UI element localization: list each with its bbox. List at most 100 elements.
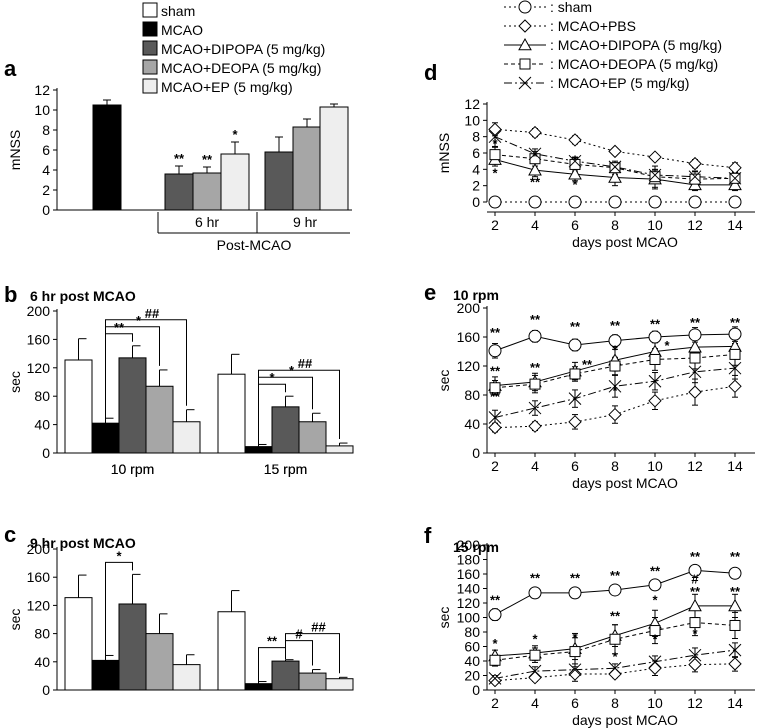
significance-label: * [652, 632, 658, 647]
marker-circle [568, 338, 582, 352]
y-tick-label: 0 [42, 445, 50, 461]
legend-label: : MCAO+DIPOPA (5 mg/kg) [550, 37, 722, 53]
y-axis-title: sec [436, 370, 452, 392]
x-tick-label: 4 [531, 458, 539, 474]
significance-label: ## [311, 620, 326, 635]
marker-cross [488, 130, 502, 144]
panel-c: c 9 hr post MCAO 0 40 80 120 160 200 sec 10 rpm 15… [4, 461, 354, 698]
significance-label: ** [490, 363, 501, 378]
x-tick-label: 2 [491, 217, 499, 233]
marker-diamond [568, 415, 582, 429]
marker-cross [568, 663, 582, 677]
marker-diamond [608, 407, 622, 422]
marker-square [609, 633, 621, 645]
marker-square [609, 360, 621, 372]
legend-label: sham [161, 3, 195, 19]
marker-cross [528, 664, 542, 678]
x-tick-label: 12 [687, 458, 703, 474]
marker-square [689, 352, 701, 364]
marker-diamond [488, 673, 502, 688]
marker-cross [528, 147, 542, 161]
x-axis-title: days post MCAO [572, 712, 678, 728]
marker-circle [608, 195, 622, 209]
bar [172, 421, 201, 454]
legend-swatch [142, 40, 158, 56]
significance-label: ** [690, 549, 701, 564]
marker-circle [568, 195, 582, 209]
marker-triangle [518, 37, 532, 51]
y-axis-title: sec [7, 609, 23, 631]
marker-circle [728, 566, 742, 580]
significance-bracket [105, 319, 187, 422]
marker-triangle [688, 598, 702, 612]
y-tick-label: 10 [34, 102, 50, 118]
marker-triangle [528, 163, 542, 176]
significance-label: ** [530, 360, 541, 375]
marker-circle [518, 0, 532, 14]
y-tick-label: 2 [472, 178, 480, 194]
significance-label: * [612, 383, 618, 398]
category-label: 10 rpm [111, 461, 155, 477]
marker-diamond [728, 379, 742, 394]
marker-cross [688, 170, 702, 184]
x-tick-label: 4 [531, 695, 539, 711]
y-tick-label: 40 [34, 417, 50, 433]
legend-swatch [142, 59, 158, 75]
marker-triangle [568, 167, 582, 180]
marker-circle [488, 344, 502, 358]
significance-label: ** [570, 571, 581, 586]
y-tick-label: 120 [457, 358, 481, 374]
marker-diamond [648, 661, 662, 675]
bar [244, 683, 273, 691]
significance-label: ## [298, 356, 313, 371]
legend-bars: sham MCAO MCAO+DIPOPA (5 mg/kg) MCAO+DEOPA … [142, 2, 325, 95]
significance-label: ** [690, 584, 701, 599]
marker-diamond [648, 394, 662, 408]
marker-cross [608, 379, 622, 393]
legend-swatch [142, 21, 158, 37]
marker-diamond [688, 657, 702, 672]
y-tick-label: 120 [457, 595, 481, 611]
significance-label: * [492, 166, 498, 181]
legend-label: : MCAO+EP (5 mg/kg) [550, 75, 689, 91]
marker-square [569, 368, 581, 380]
x-tick-label: 8 [611, 695, 619, 711]
y-tick-label: 160 [27, 569, 51, 585]
significance-label: * [116, 548, 122, 563]
marker-cross [568, 154, 582, 168]
legend-label: MCAO+DIPOPA (5 mg/kg) [161, 41, 325, 57]
y-tick-label: 160 [457, 566, 481, 582]
significance-label: ** [690, 315, 701, 330]
marker-cross [488, 411, 502, 424]
x-tick-label: 12 [687, 217, 703, 233]
marker-square [729, 619, 741, 631]
marker-circle [608, 334, 622, 348]
marker-triangle [608, 170, 622, 183]
bar [92, 104, 122, 211]
category-label: 15 rpm [264, 461, 308, 477]
significance-label: # [691, 571, 699, 586]
marker-triangle [688, 340, 702, 353]
x-tick-label: 8 [611, 217, 619, 233]
marker-diamond [728, 657, 742, 671]
y-tick-label: 2 [42, 182, 50, 198]
category-label: 15 rpm [264, 461, 308, 477]
bar [91, 422, 120, 454]
bar [271, 660, 300, 691]
marker-triangle [728, 598, 742, 612]
y-tick-label: 6 [42, 142, 50, 158]
bar [145, 385, 174, 454]
marker-circle [488, 195, 502, 209]
y-tick-label: 20 [464, 668, 480, 684]
marker-circle [648, 330, 662, 344]
significance-label: * [492, 636, 498, 651]
panel-title: 9 hr post MCAO [30, 535, 136, 551]
y-tick-label: 80 [34, 626, 50, 642]
bar [298, 672, 327, 691]
x-tick-label: 4 [531, 217, 539, 233]
marker-circle [688, 328, 702, 342]
y-tick-label: 12 [464, 96, 480, 112]
